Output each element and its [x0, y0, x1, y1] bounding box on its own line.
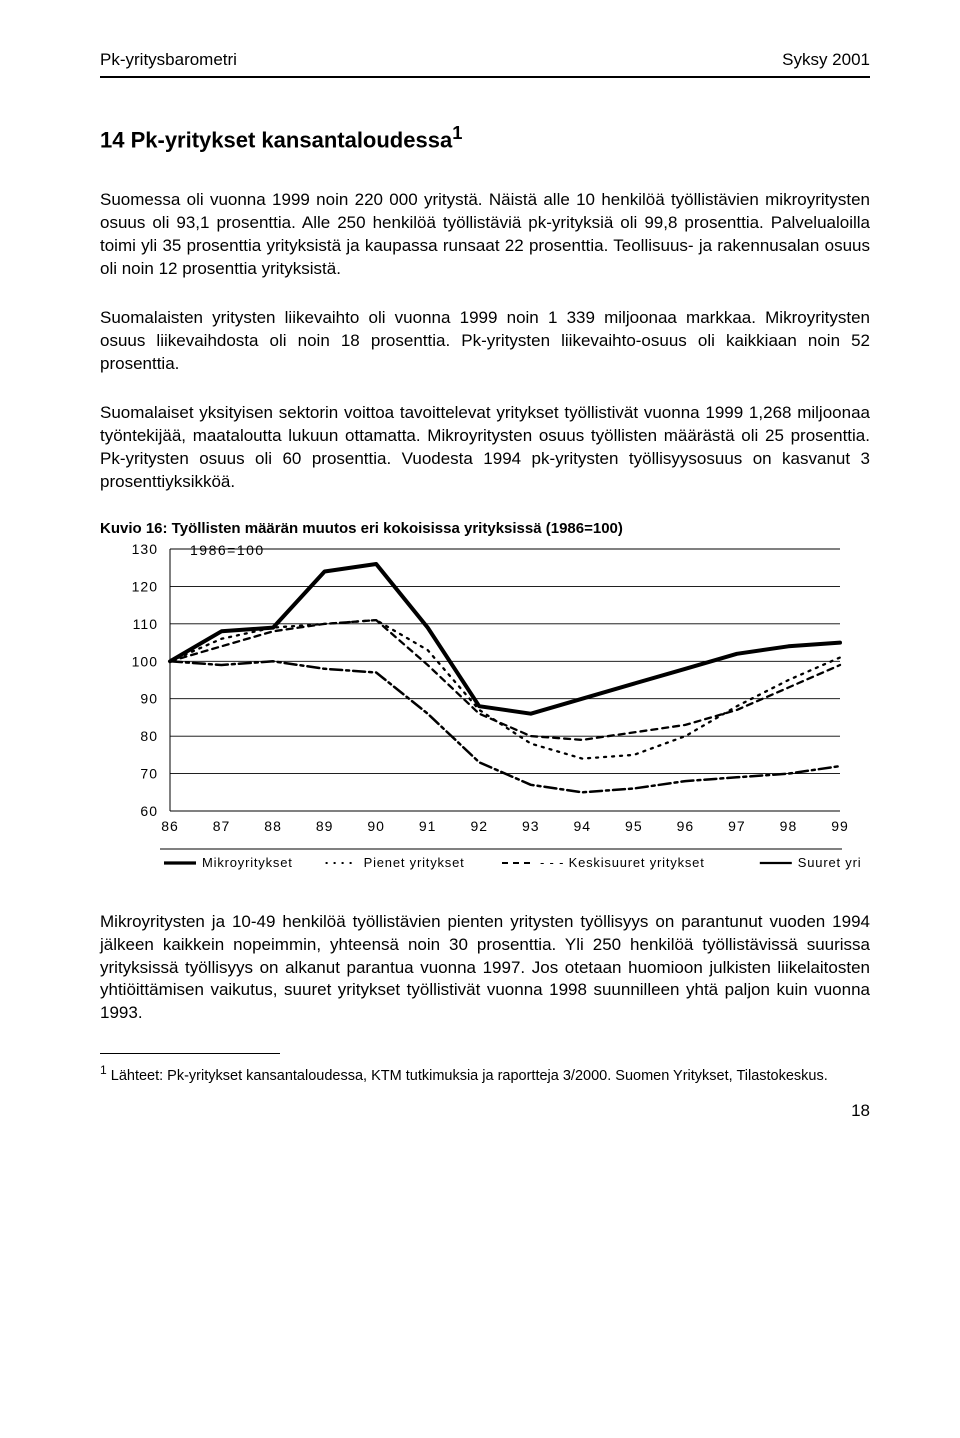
chart-title: Kuvio 16: Työllisten määrän muutos eri k… [100, 520, 870, 537]
running-header: Pk-yritysbarometri Syksy 2001 [100, 50, 870, 70]
paragraph-3: Suomalaiset yksityisen sektorin voittoa … [100, 402, 870, 494]
svg-text:96: 96 [677, 818, 695, 834]
svg-text:90: 90 [367, 818, 385, 834]
footnote-text: Lähteet: Pk-yritykset kansantaloudessa, … [111, 1068, 828, 1084]
svg-text:98: 98 [780, 818, 798, 834]
svg-text:89: 89 [316, 818, 334, 834]
header-right: Syksy 2001 [782, 50, 870, 70]
chart-container: 1986=100 60 70 80 90 100 110 120 130 86 87 88 89 90 91… [100, 541, 860, 881]
svg-text:87: 87 [213, 818, 231, 834]
svg-text:86: 86 [161, 818, 179, 834]
line-chart: 1986=100 60 70 80 90 100 110 120 130 86 87 88 89 90 91… [100, 541, 860, 881]
footnote-rule [100, 1053, 280, 1054]
page-number: 18 [100, 1101, 870, 1121]
svg-text:- - - Keskisuuret yritykset: - - - Keskisuuret yritykset [540, 855, 705, 870]
svg-text:80: 80 [140, 728, 158, 744]
svg-text:70: 70 [140, 765, 158, 781]
svg-text:95: 95 [625, 818, 643, 834]
svg-text:88: 88 [264, 818, 282, 834]
svg-text:97: 97 [728, 818, 746, 834]
section-title-sup: 1 [452, 122, 462, 143]
svg-text:92: 92 [470, 818, 488, 834]
header-left: Pk-yritysbarometri [100, 50, 237, 70]
section-title: 14 Pk-yritykset kansantaloudessa1 [100, 122, 870, 153]
svg-text:Pienet yritykset: Pienet yritykset [364, 855, 465, 870]
svg-text:1986=100: 1986=100 [190, 542, 265, 558]
svg-text:99: 99 [831, 818, 849, 834]
section-title-text: 14 Pk-yritykset kansantaloudessa [100, 127, 452, 152]
svg-text:94: 94 [574, 818, 592, 834]
svg-text:90: 90 [140, 690, 158, 706]
header-rule [100, 76, 870, 78]
svg-text:93: 93 [522, 818, 540, 834]
page: Pk-yritysbarometri Syksy 2001 14 Pk-yrit… [0, 0, 960, 1161]
svg-text:120: 120 [132, 578, 158, 594]
footnote: 1 Lähteet: Pk-yritykset kansantaloudessa… [100, 1062, 870, 1086]
svg-text:130: 130 [132, 541, 158, 557]
paragraph-1: Suomessa oli vuonna 1999 noin 220 000 yr… [100, 189, 870, 281]
svg-text:60: 60 [140, 803, 158, 819]
paragraph-2: Suomalaisten yritysten liikevaihto oli v… [100, 307, 870, 376]
paragraph-after-chart: Mikroyritysten ja 10-49 henkilöä työllis… [100, 911, 870, 1026]
svg-text:Suuret yritykset: Suuret yritykset [798, 855, 860, 870]
svg-text:91: 91 [419, 818, 437, 834]
svg-text:110: 110 [133, 615, 158, 631]
svg-text:Mikroyritykset: Mikroyritykset [202, 855, 293, 870]
footnote-marker: 1 [100, 1063, 107, 1077]
svg-text:100: 100 [132, 653, 158, 669]
